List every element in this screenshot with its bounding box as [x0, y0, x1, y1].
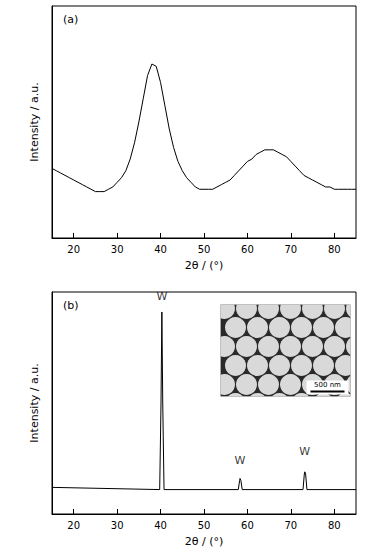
svg-text:500 nm: 500 nm [314, 381, 341, 389]
svg-text:W: W [156, 290, 167, 303]
svg-text:40: 40 [154, 244, 167, 255]
svg-text:60: 60 [241, 520, 254, 531]
svg-text:50: 50 [198, 244, 211, 255]
svg-text:80: 80 [328, 244, 341, 255]
svg-text:Intensity / a.u.: Intensity / a.u. [28, 363, 41, 442]
svg-text:50: 50 [198, 520, 211, 531]
svg-text:2θ / (°): 2θ / (°) [185, 259, 224, 272]
svg-text:30: 30 [111, 244, 124, 255]
svg-text:W: W [299, 445, 310, 458]
svg-text:20: 20 [67, 244, 80, 255]
svg-text:40: 40 [154, 520, 167, 531]
svg-text:(a): (a) [63, 13, 78, 26]
svg-text:80: 80 [328, 520, 341, 531]
svg-text:2θ / (°): 2θ / (°) [185, 535, 224, 548]
svg-text:(b): (b) [63, 299, 79, 312]
svg-text:Intensity / a.u.: Intensity / a.u. [28, 82, 41, 161]
svg-text:W: W [235, 454, 246, 467]
svg-text:30: 30 [111, 520, 124, 531]
svg-text:60: 60 [241, 244, 254, 255]
svg-text:20: 20 [67, 520, 80, 531]
svg-text:70: 70 [284, 520, 297, 531]
svg-text:70: 70 [284, 244, 297, 255]
